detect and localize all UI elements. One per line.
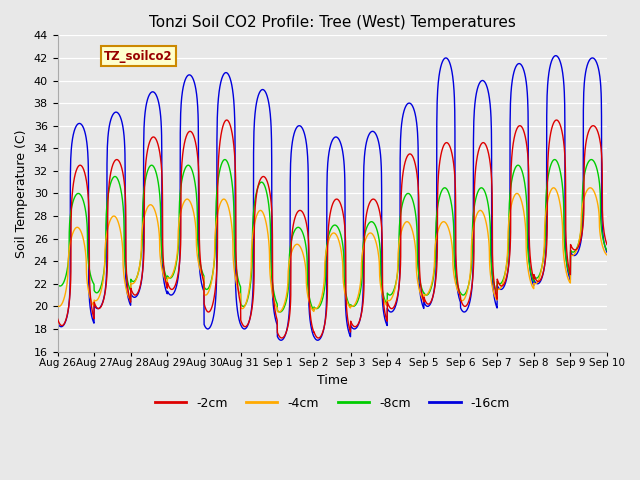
Title: Tonzi Soil CO2 Profile: Tree (West) Temperatures: Tonzi Soil CO2 Profile: Tree (West) Temp… [149, 15, 516, 30]
Legend: -2cm, -4cm, -8cm, -16cm: -2cm, -4cm, -8cm, -16cm [150, 392, 515, 415]
Y-axis label: Soil Temperature (C): Soil Temperature (C) [15, 129, 28, 258]
X-axis label: Time: Time [317, 374, 348, 387]
Text: TZ_soilco2: TZ_soilco2 [104, 49, 173, 62]
